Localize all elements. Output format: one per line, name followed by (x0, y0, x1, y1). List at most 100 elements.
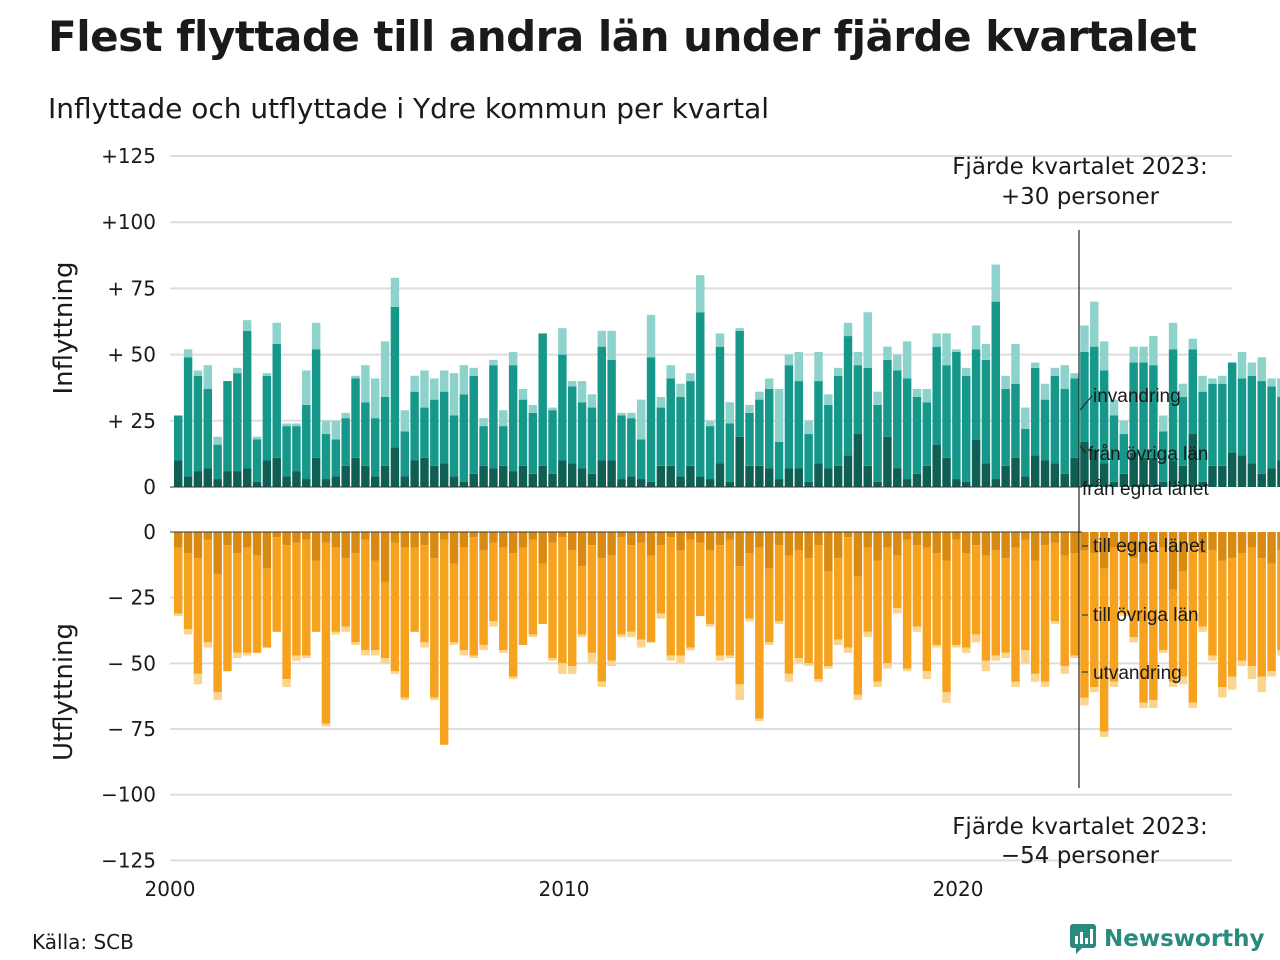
bar-utflyttning-segment (242, 532, 252, 548)
bar-inflyttning-segment (715, 463, 725, 487)
bar-inflyttning-segment (1090, 346, 1099, 450)
label-utvandring: utvandring (1093, 663, 1182, 684)
bar-inflyttning-segment (922, 465, 932, 487)
bar-inflyttning-segment (1149, 457, 1158, 487)
bar-inflyttning-segment (262, 373, 272, 376)
bar-inflyttning-segment (321, 434, 331, 480)
bar-inflyttning-segment (912, 389, 922, 397)
bar-utflyttning-segment (213, 692, 222, 701)
bar-inflyttning-segment (1040, 399, 1050, 461)
bar-inflyttning-segment (705, 479, 715, 487)
bar-utflyttning-segment (725, 532, 735, 540)
bar-inflyttning-segment (774, 479, 784, 487)
bar-utflyttning-segment (715, 532, 725, 546)
bar-inflyttning-segment (755, 399, 764, 466)
bar-utflyttning-segment (390, 532, 400, 543)
bar-utflyttning-segment (183, 553, 193, 630)
bar-utflyttning-segment (1149, 542, 1158, 701)
bar-utflyttning-segment (1188, 702, 1197, 708)
bar-inflyttning-segment (361, 365, 370, 403)
bar-utflyttning-segment (1227, 676, 1237, 690)
bar-utflyttning-segment (1149, 532, 1158, 543)
bar-utflyttning-segment (1139, 563, 1148, 703)
bar-inflyttning-segment (1237, 455, 1247, 487)
bar-inflyttning-segment (469, 375, 478, 474)
bar-inflyttning-segment (252, 439, 262, 482)
bar-inflyttning-segment (824, 394, 833, 405)
bar-utflyttning-segment (508, 553, 518, 677)
bar-inflyttning-segment (942, 333, 951, 366)
bar-utflyttning-segment (548, 532, 557, 543)
bar-utflyttning-segment (627, 631, 636, 638)
bar-inflyttning-segment (646, 357, 656, 482)
bar-inflyttning-segment (636, 479, 646, 487)
bar-utflyttning-segment (863, 547, 872, 632)
y-tick-label: − 75 (107, 717, 156, 741)
bar-utflyttning-segment (430, 532, 439, 559)
bar-inflyttning-segment (351, 378, 360, 458)
bar-inflyttning-segment (272, 457, 281, 487)
bar-inflyttning-segment (439, 391, 449, 464)
bar-inflyttning-segment (843, 322, 853, 337)
bar-utflyttning-segment (558, 532, 567, 538)
bar-utflyttning-segment (774, 532, 784, 546)
bar-utflyttning-segment (223, 545, 232, 672)
bar-utflyttning-segment (873, 681, 882, 687)
y-tick-label: 0 (143, 475, 156, 499)
bar-utflyttning-segment (666, 537, 675, 656)
bar-inflyttning-segment (971, 439, 981, 487)
bar-utflyttning-segment (804, 532, 813, 559)
bar-utflyttning-segment (459, 532, 469, 548)
bar-inflyttning-segment (282, 426, 291, 477)
bar-inflyttning-segment (1149, 365, 1158, 458)
bar-inflyttning-segment (676, 476, 685, 487)
bar-utflyttning-segment (1237, 660, 1247, 666)
bar-utflyttning-segment (814, 532, 823, 546)
bar-inflyttning-segment (341, 412, 350, 419)
bar-utflyttning-segment (1011, 532, 1020, 548)
bar-inflyttning-segment (390, 306, 400, 448)
bar-inflyttning-segment (952, 349, 961, 352)
bar-utflyttning-segment (843, 537, 853, 648)
bar-inflyttning-segment (508, 471, 518, 487)
bar-utflyttning-segment (371, 532, 380, 561)
bar-inflyttning-segment (568, 381, 577, 387)
bar-inflyttning-segment (725, 481, 735, 487)
bar-utflyttning-segment (292, 532, 301, 543)
bar-utflyttning-segment (883, 532, 892, 548)
bar-utflyttning-segment (1188, 545, 1197, 703)
bar-utflyttning-segment (439, 532, 449, 540)
bar-inflyttning-segment (883, 436, 892, 487)
bar-inflyttning-segment (1247, 362, 1257, 376)
label-invandring: invandring (1093, 386, 1181, 407)
bar-inflyttning-segment (1021, 407, 1030, 429)
bar-utflyttning-segment (459, 650, 469, 656)
bar-utflyttning-segment (1099, 731, 1109, 737)
bar-utflyttning-segment (1247, 665, 1257, 680)
bar-inflyttning-segment (252, 436, 262, 440)
ylabel-inflyttning: Inflyttning (49, 262, 79, 395)
bar-inflyttning-segment (824, 404, 833, 469)
bar-inflyttning-segment (1178, 465, 1188, 487)
bar-utflyttning-segment (971, 532, 981, 546)
bar-utflyttning-segment (735, 532, 744, 567)
bar-utflyttning-segment (361, 539, 370, 651)
bar-inflyttning-segment (1001, 375, 1010, 390)
bar-inflyttning-segment (449, 373, 459, 416)
bar-utflyttning-segment (952, 532, 961, 540)
bar-inflyttning-segment (636, 439, 646, 480)
bar-utflyttning-segment (676, 532, 685, 551)
bar-utflyttning-segment (1021, 539, 1030, 651)
bar-utflyttning-segment (174, 547, 183, 614)
bar-utflyttning-segment (302, 655, 311, 659)
bar-utflyttning-segment (1257, 558, 1266, 677)
bar-utflyttning-segment (824, 665, 833, 669)
bar-inflyttning-segment (1208, 383, 1217, 466)
bar-inflyttning-segment (459, 481, 469, 487)
bar-utflyttning-segment (686, 532, 695, 540)
bar-inflyttning-segment (814, 351, 823, 382)
bar-inflyttning-segment (262, 460, 272, 487)
bar-utflyttning-segment (765, 568, 774, 643)
bar-inflyttning-segment (459, 365, 469, 395)
bar-utflyttning-segment (627, 545, 636, 632)
